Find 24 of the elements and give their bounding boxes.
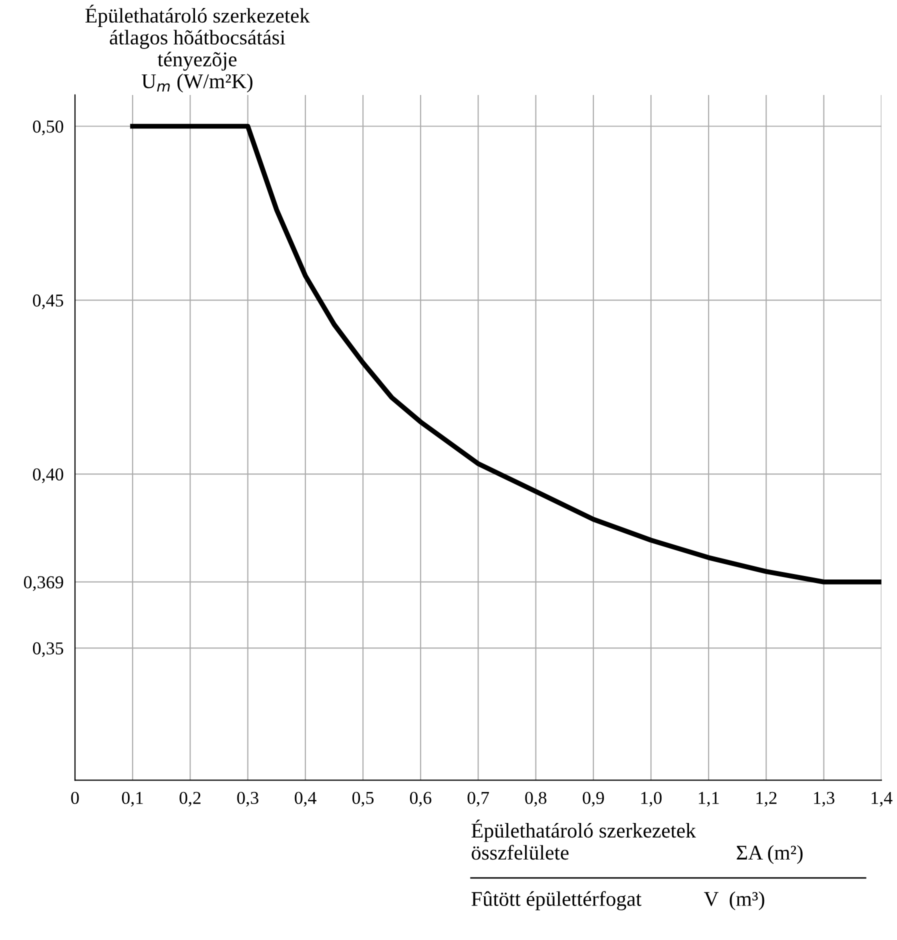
x-tick-label: 0,5 [352, 792, 374, 807]
x-tick-label: 0,2 [180, 792, 200, 807]
x-tick-label: 0,4 [294, 792, 316, 807]
y-tick-label: 0,45 [32, 294, 64, 310]
x-tick-label: 0,6 [410, 792, 432, 807]
x-tick-label: 0,9 [582, 792, 604, 807]
x-tick-label: 1,0 [641, 792, 662, 807]
x-tick-label: 1,1 [698, 792, 719, 807]
y-tick-label: 0,40 [32, 468, 64, 484]
x-tick-label: 0,8 [525, 792, 546, 807]
x-tick-label: 1,3 [814, 792, 834, 807]
x-tick-label: 1,2 [756, 792, 776, 807]
y-tick-label: 0,369 [24, 576, 64, 591]
x-tick-label: 0 [71, 792, 79, 804]
y-axis-title: Épülethatároló szerkezetek átlagos hõátbocsátási tényezõje U$_{m}$ (W/m²K) [85, 4, 310, 93]
text: Fûtött épülettérfogat V (m³) [472, 891, 764, 910]
line-series [130, 124, 882, 584]
x-tick-label: 1,4 [872, 792, 892, 807]
x-tick-label: 0,7 [468, 792, 489, 807]
y-tick-label: 0,50 [32, 120, 64, 136]
x-axis-title: Épülethatároló szerkezetek összfelülete ΣA (m²) [472, 820, 803, 864]
x-tick-label: 0,1 [122, 792, 143, 807]
x-tick-label: 0,3 [237, 792, 258, 807]
y-tick-label: 0,35 [32, 642, 64, 658]
